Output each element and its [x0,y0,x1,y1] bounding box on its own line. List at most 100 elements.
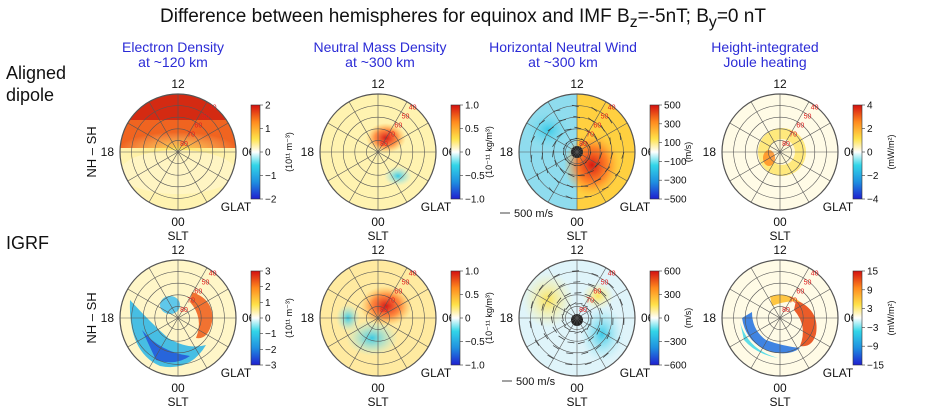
colorbar-tick-label: 300 [664,119,681,130]
colorbar-scale [649,270,660,366]
colorbar-unit-label: (m/s) [683,308,693,329]
wind-vector [581,351,589,355]
latitude-label: 50 [402,279,410,286]
latitude-label: 50 [804,279,812,286]
latitude-label: 60 [796,289,804,296]
wind-vector [534,339,540,346]
wind-vector [547,126,554,132]
wind-vector [575,303,583,305]
colorbar-scale [852,104,863,200]
latitude-label: 60 [394,123,402,130]
colorbar-tick-label: −1.0 [465,195,485,206]
slt-label-12: 12 [570,77,584,91]
colorbar-tick-label: 2 [867,124,873,135]
wind-vector [561,313,564,321]
polar-grids [119,93,839,377]
local-time-spoke [526,317,578,348]
colorbar-scale [649,104,660,200]
colorbar-tick-label: −2 [265,345,277,356]
slt-label-18: 18 [703,145,717,159]
latitude-label: 80 [782,307,790,314]
local-time-spoke [377,317,408,369]
wind-vector [569,162,576,167]
polar-grid-2 [518,93,636,211]
wind-vector [538,120,545,125]
local-time-spoke [576,101,607,153]
latitude-label: 40 [409,270,417,277]
latitude-label: 80 [579,141,587,148]
colorbar-tick-label: 1.0 [465,101,479,112]
colorbar-tick-label: −1 [265,171,277,182]
slt-label-12: 12 [773,77,787,91]
wind-vector [572,270,580,272]
wind-vector [569,302,577,307]
wind-vector [563,153,567,161]
colorbars: 2 1 0 −1 −2 (10¹¹ m⁻³) 1.0 0.5 0 −0.5 −1.0 (10⁻¹¹ k… [250,101,896,372]
slt-axis-label: SLT [769,229,791,243]
latitude-label: 40 [608,104,616,111]
local-time-spoke [377,151,429,182]
local-time-spoke [576,317,628,348]
local-time-spoke [177,151,229,182]
latitude-label: 80 [579,307,587,314]
wind-vector [589,312,593,319]
wind-vector [594,161,601,168]
wind-vector [548,187,554,193]
local-time-spoke [547,267,578,319]
slt-label-18: 18 [500,145,514,159]
wind-vector [575,137,583,140]
wind-vector [543,333,549,340]
wind-vector [593,133,598,140]
wind-vector [596,328,601,335]
slt-label-12: 12 [171,77,185,91]
wind-vector [591,107,598,112]
colorbar-tick-label: 0 [465,148,471,159]
wind-vector [553,109,561,112]
colorbar-tick-label: −9 [867,342,879,353]
wind-vector [621,151,625,159]
wind-vector [558,335,565,340]
wind-vector [565,195,573,200]
latitude-label: 70 [789,298,797,305]
wind-vector [599,307,603,315]
latitude-label: 80 [180,307,188,314]
wind-vector [565,139,572,145]
wind-vector [586,141,591,148]
local-time-spoke [177,288,229,319]
slt-label-12: 12 [773,243,787,257]
latitude-label: 60 [593,289,601,296]
colorbar-tick-label: −15 [867,361,884,372]
wind-vector [586,307,592,313]
local-time-spoke [779,101,810,153]
latitude-label: 60 [593,123,601,130]
glat-label: GLAT [421,366,452,380]
colorbar-6: 600 300 0 −300 −600 (m/s) [649,267,693,372]
wind-vector [552,150,554,158]
wind-vector [609,137,611,145]
wind-vector [550,316,553,324]
wind-vector [541,303,544,311]
local-time-spoke [377,101,408,153]
local-time-spoke [526,122,578,153]
slt-axis-label: SLT [367,395,389,409]
colorbar-tick-label: 0.5 [465,124,479,135]
wind-vector [563,142,568,150]
wind-vector [541,138,546,145]
latitude-label: 40 [811,270,819,277]
wind-vector [552,140,557,147]
glat-label: GLAT [620,366,651,380]
wind-vector [610,151,614,159]
polar-grid-1 [319,93,437,211]
local-time-spoke [127,122,179,153]
wind-vector [547,354,554,360]
wind-vector [540,318,543,326]
wind-vector [567,173,575,178]
wind-vector [552,345,560,350]
latitude-label: 60 [194,289,202,296]
wind-vector [565,158,571,165]
latitude-label: 50 [601,279,609,286]
local-time-spoke [327,122,379,153]
colorbar-scale [250,270,261,366]
wind-vector [554,159,558,167]
